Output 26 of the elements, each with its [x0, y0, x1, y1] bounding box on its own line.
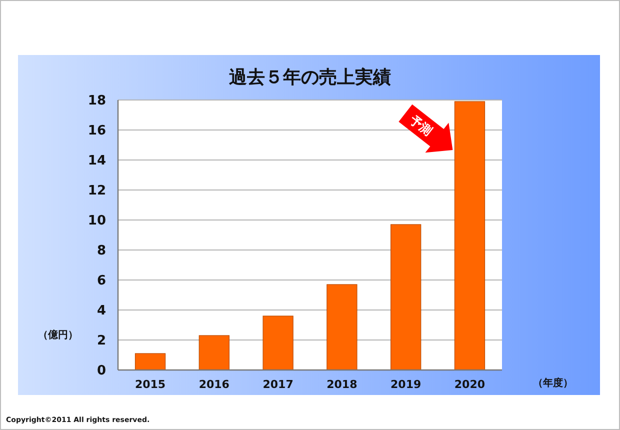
x-tick-label: 2016 — [198, 378, 230, 391]
y-tick-label: 16 — [88, 124, 106, 139]
y-tick-label: 12 — [88, 184, 106, 199]
x-tick-label: 2018 — [326, 378, 358, 391]
bar — [134, 353, 166, 370]
y-tick-label: 6 — [96, 274, 106, 289]
x-tick-label: 2020 — [454, 378, 486, 391]
y-axis-title: （億円） — [38, 329, 78, 341]
y-tick-label: 10 — [88, 214, 106, 229]
x-tick-label: 2015 — [134, 378, 166, 391]
bar — [390, 224, 422, 370]
y-tick-label: 2 — [96, 334, 106, 349]
y-tick-label: 4 — [96, 304, 106, 319]
bar — [198, 335, 230, 370]
bar — [262, 316, 294, 370]
chart-title: 過去５年の売上実績 — [228, 67, 391, 88]
y-tick-label: 8 — [96, 244, 106, 259]
x-axis-title: （年度） — [533, 377, 573, 389]
y-tick-label: 18 — [88, 94, 106, 109]
x-tick-label: 2019 — [390, 378, 422, 391]
x-tick-label: 2017 — [262, 378, 294, 391]
y-tick-label: 0 — [96, 364, 106, 379]
y-tick-label: 14 — [88, 154, 106, 169]
bar — [326, 284, 358, 370]
bar — [454, 101, 486, 370]
annotation: 予測 — [406, 112, 435, 138]
